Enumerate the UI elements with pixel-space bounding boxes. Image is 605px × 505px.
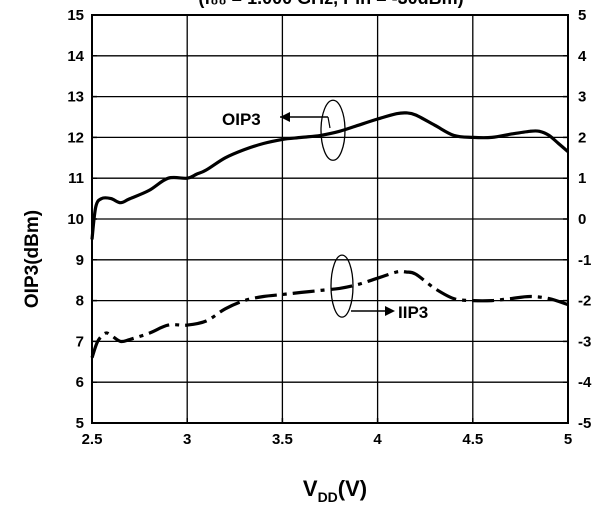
x-tick-label: 4.5 xyxy=(462,431,483,448)
y2-tick-label: 2 xyxy=(578,129,586,146)
x-axis-title-main: V xyxy=(303,476,318,501)
y-tick-label: 6 xyxy=(76,374,84,391)
y2-tick-label: -5 xyxy=(578,415,591,432)
x-tick-label: 3 xyxy=(183,431,191,448)
y2-tick-label: 1 xyxy=(578,170,586,187)
x-tick-label: 4 xyxy=(373,431,382,448)
x-axis-title: VDD(V) xyxy=(303,476,367,505)
annotation-oip3: OIP3 xyxy=(222,110,261,129)
annotations: OIP3 IIP3 xyxy=(222,99,428,322)
y2-tick-label: -3 xyxy=(578,333,591,350)
y2-tick-label: -2 xyxy=(578,293,591,310)
y2-tick-label: -4 xyxy=(578,374,592,391)
annotation-oip3-connector xyxy=(327,116,331,129)
grid xyxy=(91,14,569,424)
series-line-oip3 xyxy=(90,111,570,240)
y2-tick-label: -1 xyxy=(578,252,591,269)
y-tick-label: 9 xyxy=(76,252,84,269)
y-tick-label: 10 xyxy=(67,211,84,228)
y-tick-label: 7 xyxy=(76,333,84,350)
series-layer xyxy=(90,111,570,359)
y2-tick-label: 5 xyxy=(578,7,586,24)
y-tick-label: 14 xyxy=(67,48,84,65)
annotation-oip3-arrowhead xyxy=(280,112,290,122)
x-axis-title-sub: DD xyxy=(318,489,338,505)
y2-tick-label: 3 xyxy=(578,89,586,106)
y-tick-label: 11 xyxy=(68,170,84,187)
annotation-iip3: IIP3 xyxy=(398,303,428,322)
chart-title: (f₀₀ = 1.000 GHz, Pin = -30dBm) xyxy=(198,0,463,8)
y-tick-label: 13 xyxy=(67,89,84,106)
x-tick-label: 3.5 xyxy=(272,431,293,448)
annotation-iip3-arrowhead xyxy=(385,306,395,316)
x-axis-title-unit: (V) xyxy=(338,476,367,501)
y-tick-label: 8 xyxy=(76,293,84,310)
x-tick-label: 5 xyxy=(564,431,572,448)
y-tick-label: 12 xyxy=(67,129,84,146)
series-line-iip3 xyxy=(90,269,569,359)
plot-frame xyxy=(91,14,569,424)
annotation-iip3-ellipse xyxy=(330,254,354,318)
y2-tick-label: 0 xyxy=(578,211,586,228)
x-tick-label: 2.5 xyxy=(82,431,103,448)
y-tick-label: 15 xyxy=(67,7,84,24)
y2-tick-label: 4 xyxy=(578,48,587,65)
y-axis-title: OIP3(dBm) xyxy=(22,210,43,308)
tick-labels: 2.5 3 3.5 4 4.5 556789101112131415-5-4-3-2-10… xyxy=(67,7,592,448)
y-tick-label: 5 xyxy=(76,415,84,432)
annotation-oip3-ellipse xyxy=(320,99,346,161)
